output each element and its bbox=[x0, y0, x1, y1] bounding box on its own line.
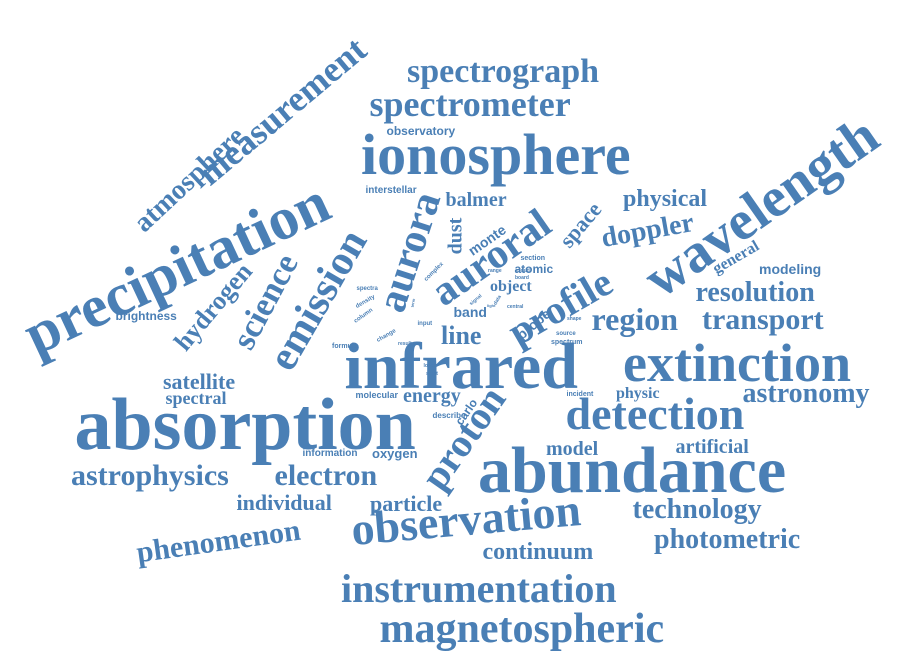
word-abundance: abundance bbox=[478, 434, 787, 507]
word-formula: formula bbox=[332, 342, 358, 350]
word-spectrometer: spectrometer bbox=[369, 84, 571, 124]
word-spectrum: spectrum bbox=[551, 338, 583, 346]
word-shape: shape bbox=[567, 315, 582, 322]
word-result: result bbox=[398, 340, 412, 347]
word-model: model bbox=[546, 438, 599, 460]
word-input: input bbox=[417, 321, 433, 327]
word-individual: individual bbox=[236, 490, 332, 515]
word-absorption: absorption bbox=[74, 384, 416, 466]
word-information: information bbox=[302, 448, 358, 459]
word-particle: particle bbox=[370, 491, 443, 516]
word-extinction: extinction bbox=[623, 333, 851, 393]
word-energy: energy bbox=[403, 385, 461, 407]
word-light: light bbox=[487, 303, 496, 308]
word-central: central bbox=[507, 303, 524, 310]
word-artificial: artificial bbox=[675, 436, 749, 458]
word-astronomy: astronomy bbox=[742, 378, 870, 409]
word-cloud: cloud bbox=[516, 267, 530, 274]
word-spectra: spectra bbox=[356, 286, 378, 292]
word-instrumentation: instrumentation bbox=[341, 566, 617, 611]
word-observatory: observatory bbox=[386, 124, 456, 138]
word-oxygen: oxygen bbox=[372, 445, 418, 461]
word-satellite: satellite bbox=[163, 369, 236, 394]
word-range: range bbox=[488, 267, 502, 274]
word-source: source bbox=[556, 331, 576, 337]
word-incident: incident bbox=[566, 390, 594, 398]
word-ionosphere: ionosphere bbox=[361, 122, 631, 187]
word-atomic: atomic bbox=[514, 262, 554, 276]
word-brightness: brightness bbox=[115, 309, 177, 323]
word-astrophysics: astrophysics bbox=[71, 459, 229, 492]
word-region: region bbox=[591, 301, 679, 337]
word-molecular: molecular bbox=[355, 389, 399, 400]
word-spectrograph: spectrograph bbox=[407, 53, 600, 90]
word-interstellar: interstellar bbox=[365, 185, 417, 196]
word-sight: sight bbox=[426, 370, 438, 377]
word-physical: physical bbox=[623, 186, 708, 212]
word-line: line bbox=[441, 321, 482, 350]
word-resolution: resolution bbox=[695, 277, 815, 308]
word-infrared: infrared bbox=[344, 330, 578, 403]
word-transport: transport bbox=[702, 303, 824, 336]
word-space: space bbox=[553, 196, 606, 253]
word-modeling: modeling bbox=[759, 261, 822, 277]
word-object: object bbox=[490, 278, 532, 295]
word-continuum: continuum bbox=[482, 539, 594, 565]
word-spectral: spectral bbox=[165, 388, 227, 408]
word-section: section bbox=[520, 254, 546, 262]
word-lower: lower bbox=[423, 362, 437, 369]
word-balmer: balmer bbox=[445, 189, 507, 211]
word-board: board bbox=[515, 274, 529, 281]
word-technology: technology bbox=[632, 494, 762, 525]
word-column: column bbox=[352, 307, 374, 325]
word-describe: describe bbox=[432, 411, 466, 420]
word-physic: physic bbox=[616, 385, 660, 402]
word-term: term bbox=[409, 298, 416, 308]
word-detection: detection bbox=[565, 388, 745, 439]
word-dust: dust bbox=[443, 217, 466, 255]
word-magnetospheric: magnetospheric bbox=[379, 606, 665, 652]
word-electron: electron bbox=[274, 459, 378, 492]
word-band: band bbox=[453, 304, 487, 320]
word-phenomenon: phenomenon bbox=[133, 513, 302, 570]
word-photometric: photometric bbox=[654, 524, 801, 555]
